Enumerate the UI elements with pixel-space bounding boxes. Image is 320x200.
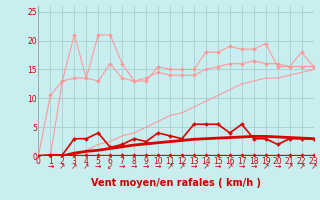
Text: ↗: ↗: [310, 162, 317, 171]
Text: →: →: [131, 162, 137, 171]
Text: →: →: [155, 162, 161, 171]
Text: ↗: ↗: [83, 162, 90, 171]
Text: ↗: ↗: [179, 162, 185, 171]
Text: →: →: [143, 162, 149, 171]
Text: →: →: [239, 162, 245, 171]
Text: →: →: [191, 162, 197, 171]
Text: ↗: ↗: [299, 162, 305, 171]
Text: ↙: ↙: [107, 162, 113, 171]
Text: ↗: ↗: [59, 162, 66, 171]
Text: →: →: [47, 162, 53, 171]
Text: ↗: ↗: [71, 162, 77, 171]
Text: ↗: ↗: [262, 162, 269, 171]
Text: ↗: ↗: [167, 162, 173, 171]
Text: ↗: ↗: [227, 162, 233, 171]
Text: →: →: [275, 162, 281, 171]
Text: ↗: ↗: [203, 162, 209, 171]
Text: →: →: [251, 162, 257, 171]
Text: ↗: ↗: [286, 162, 293, 171]
Text: →: →: [95, 162, 101, 171]
X-axis label: Vent moyen/en rafales ( km/h ): Vent moyen/en rafales ( km/h ): [91, 178, 261, 188]
Text: →: →: [119, 162, 125, 171]
Text: →: →: [215, 162, 221, 171]
